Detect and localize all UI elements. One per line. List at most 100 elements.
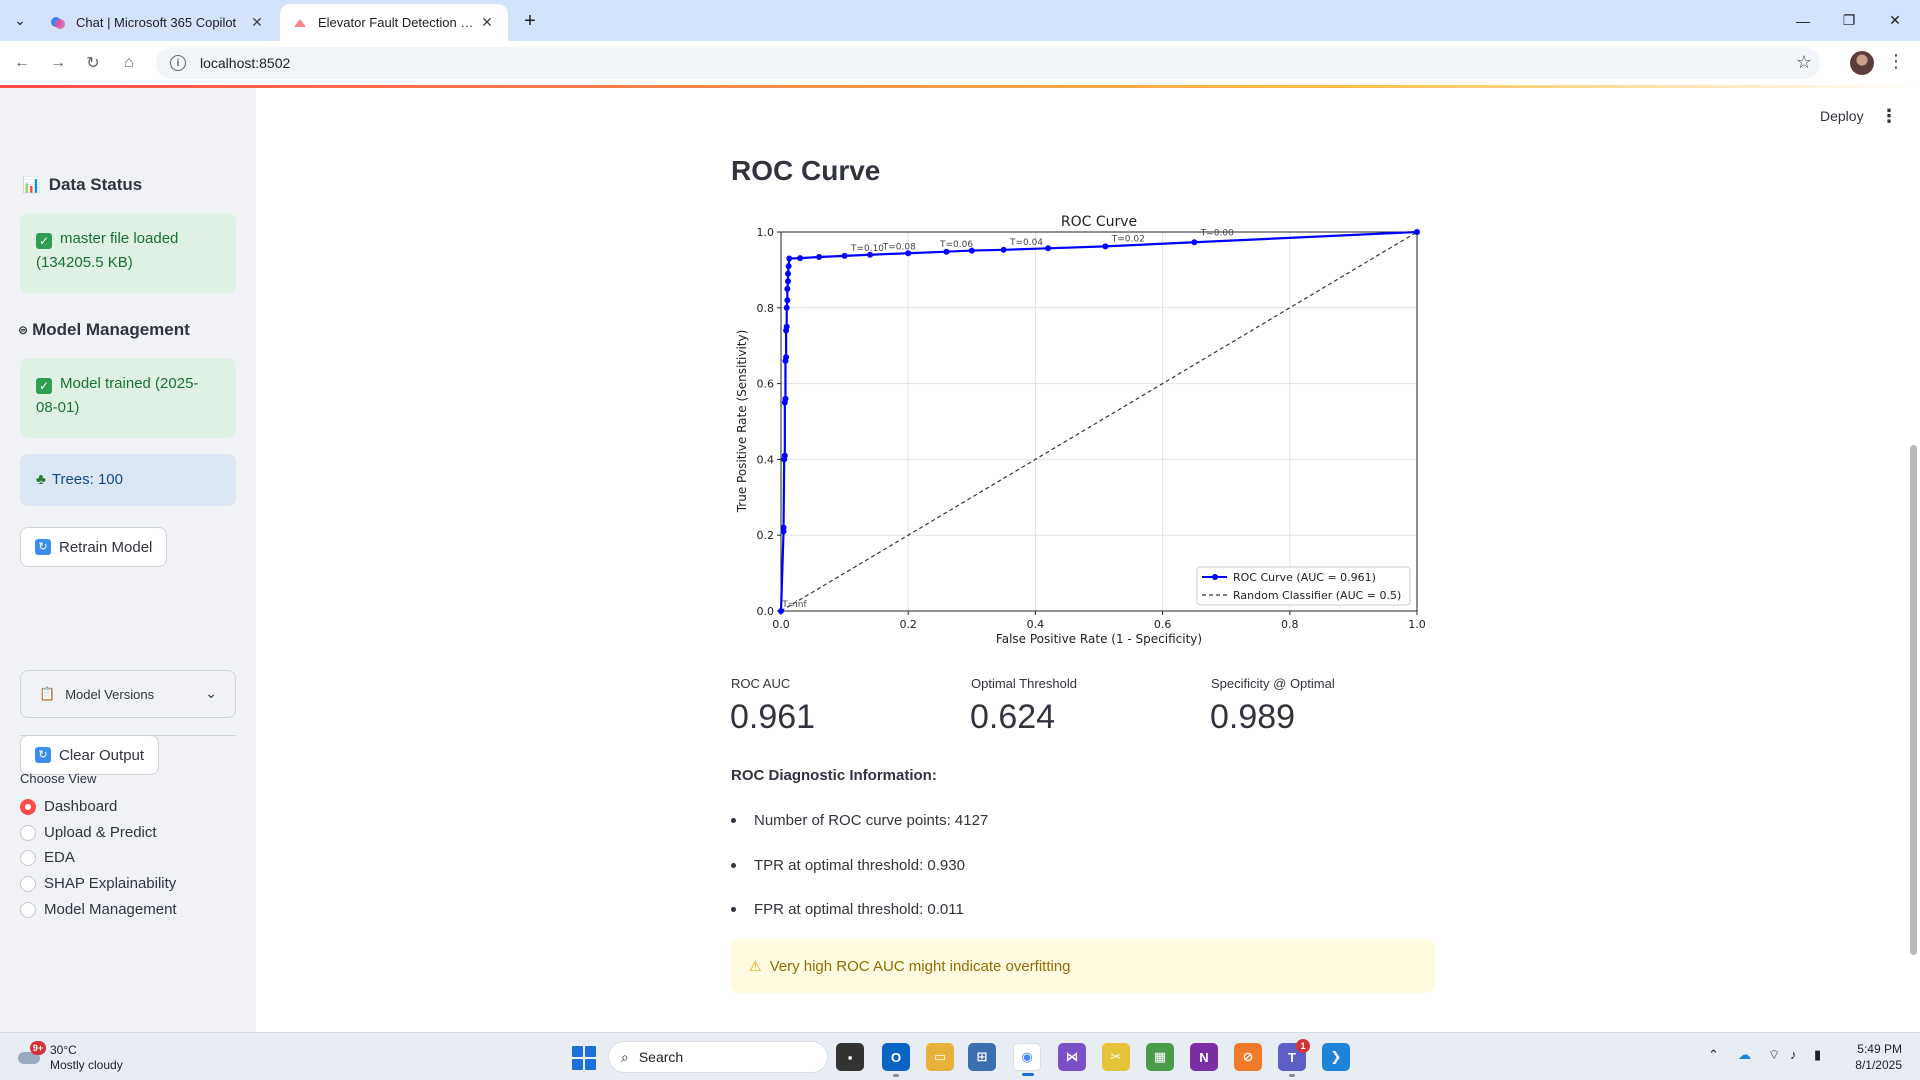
chart-title: ROC Curve (1061, 214, 1137, 230)
plot-frame (780, 231, 1418, 612)
retrain-model-button[interactable]: ↻ Retrain Model (20, 527, 168, 567)
clear-output-button[interactable]: ↻ Clear Output (20, 735, 160, 775)
roc-point (943, 248, 950, 255)
weather-desc: Mostly cloudy (50, 1058, 123, 1072)
warning-icon: ⚠ (749, 957, 762, 974)
metric-label-roc-auc: ROC AUC (731, 676, 791, 691)
trees-info: ♣ Trees: 100 (20, 454, 236, 506)
minimize-icon[interactable]: — (1796, 12, 1810, 29)
clipboard-icon: 📋 (39, 686, 56, 701)
close-window-icon[interactable]: ✕ (1889, 12, 1901, 28)
restore-icon[interactable]: ❐ (1842, 12, 1856, 28)
roc-point (783, 323, 790, 330)
threshold-annotation: T=inf (781, 600, 807, 610)
sheets-app-icon[interactable]: ▦ (1146, 1043, 1174, 1071)
y-tick-label: 0.8 (757, 302, 775, 315)
y-tick-label: 0.0 (757, 605, 775, 618)
clock[interactable]: 5:49 PM 8/1/2025 (1855, 1042, 1902, 1072)
roc-point (781, 452, 788, 459)
close-tab-icon[interactable]: ✕ (251, 14, 263, 30)
browser-window: ⌄ Chat | Microsoft 365 Copilot ✕ Elevato… (0, 0, 1920, 1032)
back-icon[interactable]: ← (14, 54, 30, 71)
app-menu-icon[interactable]: ⋮ (1880, 106, 1898, 126)
weather-icon[interactable]: 9+ (18, 1041, 46, 1066)
roc-point (867, 251, 874, 258)
chrome-icon[interactable]: ◉ (1013, 1043, 1041, 1076)
x-tick-label: 0.4 (1027, 618, 1045, 631)
reload-icon[interactable]: ↻ (86, 55, 100, 72)
model-management-heading: ⊜ Model Management (18, 320, 190, 339)
radio-upload-predict[interactable]: Upload & Predict (20, 824, 157, 841)
tab-dashboard[interactable]: Elevator Fault Detection Dashboard ✕ (280, 4, 508, 41)
close-tab-icon[interactable]: ✕ (481, 14, 493, 30)
wifi-icon[interactable]: ⌔ (1768, 1047, 1781, 1062)
profile-avatar[interactable] (1850, 51, 1874, 75)
outlook-icon[interactable]: O (882, 1043, 910, 1077)
legend-random: Random Classifier (AUC = 0.5) (1233, 589, 1401, 602)
visual-studio-icon[interactable]: ⋈ (1058, 1043, 1086, 1071)
random-classifier-line (780, 231, 1418, 612)
new-tab-icon[interactable]: + (524, 9, 536, 32)
radio-dashboard[interactable]: Dashboard (20, 798, 117, 815)
scrollbar[interactable] (1910, 445, 1917, 955)
radio-model-management[interactable]: Model Management (20, 901, 177, 918)
x-tick-label: 0.8 (1281, 618, 1299, 631)
model-versions-expander[interactable]: 📋 Model Versions ⌄ (20, 670, 236, 718)
choose-view-label: Choose View (20, 771, 97, 786)
browser-toolbar: ← → ↻ ⌂ i localhost:8502 ☆ ⋮ (0, 41, 1920, 85)
refresh-icon: ↻ (35, 539, 51, 555)
onenote-icon[interactable]: N (1190, 1043, 1218, 1071)
metric-value-optimal-threshold: 0.624 (970, 698, 1056, 736)
radio-dot (20, 875, 36, 892)
address-bar[interactable]: i localhost:8502 ☆ (156, 47, 1820, 79)
network-app-icon[interactable]: ⊞ (968, 1043, 996, 1071)
list-item: TPR at optimal threshold: 0.930 (731, 857, 965, 874)
onedrive-icon[interactable]: ☁ (1738, 1047, 1751, 1062)
file-explorer-icon[interactable]: ▭ (926, 1043, 954, 1071)
tab-copilot[interactable]: Chat | Microsoft 365 Copilot ✕ (38, 4, 278, 41)
home-icon[interactable]: ⌂ (124, 54, 134, 71)
roc-point (784, 270, 791, 277)
task-view-icon[interactable]: ▪ (836, 1043, 864, 1071)
roc-point (1191, 239, 1198, 246)
copilot-icon (51, 16, 65, 29)
x-tick-label: 0.6 (1154, 618, 1172, 631)
browser-menu-icon[interactable]: ⋮ (1887, 51, 1905, 71)
taskbar-search[interactable]: ⌕ Search (608, 1041, 828, 1073)
roc-point (786, 255, 793, 262)
radio-dot (20, 901, 36, 918)
radio-dot (20, 798, 36, 815)
weather-badge: 9+ (30, 1041, 46, 1055)
start-icon[interactable] (572, 1046, 596, 1070)
y-tick-label: 0.2 (757, 529, 775, 542)
volume-icon[interactable]: ♪ (1790, 1047, 1797, 1062)
forward-icon[interactable]: → (50, 54, 66, 71)
threshold-annotation: T=0.06 (939, 240, 973, 250)
legend-roc: ROC Curve (AUC = 0.961) (1233, 571, 1376, 584)
roc-point (784, 297, 791, 304)
metric-value-specificity: 0.989 (1210, 698, 1296, 736)
y-axis-label: True Positive Rate (Sensitivity) (735, 330, 749, 514)
roc-point (816, 254, 823, 261)
snip-tool-icon[interactable]: ✂ (1102, 1043, 1130, 1071)
roc-point (783, 304, 790, 311)
main-content (256, 88, 1920, 1032)
roc-chart: ROC Curve 0.0 0.2 0.4 0.6 0.8 1.0 0.0 0.2 0.4 0.6… (735, 214, 1426, 646)
tab-title: Chat | Microsoft 365 Copilot (76, 15, 237, 30)
compass-app-icon[interactable]: ⊘ (1234, 1043, 1262, 1071)
tray-chevron-icon[interactable]: ⌃ (1708, 1047, 1719, 1062)
site-info-icon[interactable]: i (170, 55, 186, 71)
deploy-button[interactable]: Deploy (1820, 108, 1864, 124)
battery-icon[interactable]: ▮ (1814, 1047, 1822, 1062)
radio-shap[interactable]: SHAP Explainability (20, 875, 176, 892)
tab-strip: ⌄ Chat | Microsoft 365 Copilot ✕ Elevato… (0, 0, 1920, 41)
metric-label-specificity: Specificity @ Optimal (1211, 676, 1335, 691)
tab-search-icon[interactable]: ⌄ (14, 11, 26, 28)
overfitting-warning: ⚠ Very high ROC AUC might indicate overf… (731, 939, 1435, 993)
bookmark-star-icon[interactable]: ☆ (1795, 52, 1812, 72)
x-tick-label: 0.0 (772, 618, 790, 631)
weather-temp: 30°C (50, 1043, 77, 1057)
vscode-icon[interactable]: ❯ (1322, 1043, 1350, 1071)
radio-eda[interactable]: EDA (20, 849, 75, 866)
